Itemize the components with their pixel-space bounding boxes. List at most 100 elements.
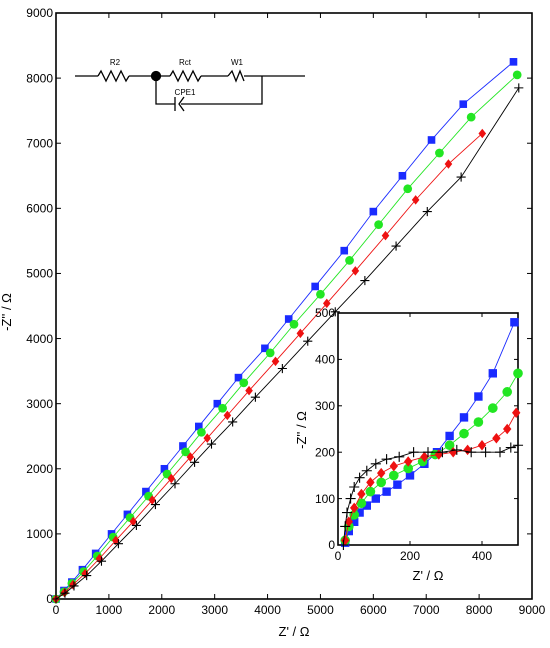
inset-point-plus <box>394 451 405 462</box>
main-point-circle <box>466 112 476 122</box>
inset-point-square <box>445 431 454 441</box>
inset-point-plus <box>349 481 360 493</box>
main-y-tick-label: 8000 <box>26 71 53 85</box>
inset-point-circle <box>459 428 469 439</box>
inset-point-circle <box>487 403 498 413</box>
inset-point-diamond <box>512 407 521 419</box>
main-point-square <box>427 136 436 144</box>
inset-point-square <box>393 480 402 489</box>
main-point-diamond <box>351 266 360 276</box>
main-point-diamond <box>111 535 120 546</box>
main-point-square <box>234 373 243 382</box>
inset-point-circle <box>444 440 455 451</box>
main-point-plus <box>228 417 238 427</box>
inset-point-circle <box>513 368 523 379</box>
main-point-square <box>340 246 349 255</box>
main-point-plus <box>277 363 287 374</box>
main-point-plus <box>360 276 370 286</box>
main-point-circle <box>181 447 190 457</box>
main-point-diamond <box>167 473 176 484</box>
inset-y-tick-label: 300 <box>315 399 335 413</box>
circuit-label-cpe1: CPE1 <box>175 88 196 97</box>
inset-point-square <box>459 413 469 422</box>
main-point-circle <box>239 378 249 388</box>
main-point-plus <box>170 479 180 489</box>
main-x-tick-label: 6000 <box>360 603 387 617</box>
main-y-tick-label: 0 <box>46 592 53 606</box>
inset-point-diamond <box>404 456 413 467</box>
main-point-circle <box>374 220 383 229</box>
main-x-tick-label: 3000 <box>201 603 228 617</box>
main-point-circle <box>197 427 206 437</box>
main-y-tick-label: 4000 <box>26 332 53 346</box>
main-point-square <box>369 207 378 216</box>
inset-point-diamond <box>344 516 353 528</box>
inset-point-diamond <box>350 502 359 514</box>
inset-plot-frame <box>337 312 519 546</box>
inset-point-square <box>405 471 415 480</box>
main-point-square <box>179 442 187 450</box>
main-point-circle <box>435 148 444 158</box>
main-point-diamond <box>69 579 77 590</box>
main-point-plus <box>113 539 123 549</box>
warburg-w1-symbol <box>227 69 245 83</box>
inset-point-square <box>371 494 380 503</box>
main-y-tick-label: 9000 <box>26 6 53 20</box>
main-x-tick-label: 8000 <box>466 603 493 617</box>
inset-point-square <box>382 487 391 496</box>
main-point-plus <box>60 588 70 598</box>
inset-point-plus <box>361 465 372 476</box>
equivalent-circuit <box>75 69 305 112</box>
main-point-plus <box>456 172 466 182</box>
main-point-square <box>195 422 203 431</box>
main-y-axis-label: -Z'' / Ω <box>0 293 14 331</box>
main-point-plus <box>422 207 432 217</box>
inset-point-plus <box>341 507 353 518</box>
main-series-group <box>51 58 524 604</box>
main-plot-frame <box>55 12 533 600</box>
inset-point-plus <box>340 521 351 532</box>
main-point-plus <box>190 457 200 467</box>
main-point-plus <box>82 571 92 581</box>
main-point-circle <box>289 319 299 329</box>
inset-point-diamond <box>503 423 512 435</box>
main-point-circle <box>512 70 522 80</box>
inset-point-diamond <box>477 439 487 451</box>
main-point-diamond <box>322 298 331 309</box>
inset-point-circle <box>473 417 484 427</box>
inset-point-plus <box>512 440 524 451</box>
cpe-plate <box>178 96 185 112</box>
main-point-square <box>311 282 319 291</box>
main-point-circle <box>345 256 354 265</box>
main-point-diamond <box>245 385 253 396</box>
inset-point-plus <box>345 493 356 504</box>
inset-point-plus <box>451 444 462 455</box>
inset-point-plus <box>354 472 365 483</box>
inset-point-circle <box>356 498 367 509</box>
resistor-r2-symbol <box>97 69 130 83</box>
inset-point-plus <box>338 539 349 551</box>
inset-y-axis-label: -Z'' / Ω <box>294 411 309 449</box>
inset-series-line-diamond <box>344 412 517 541</box>
main-point-circle <box>403 184 413 194</box>
main-point-diamond <box>148 495 157 505</box>
main-x-tick-label: 7000 <box>413 603 440 617</box>
main-point-square <box>213 399 222 408</box>
main-y-tick-label: 2000 <box>26 462 53 476</box>
main-axis-ticks: 0 1000 2000 3000 4000 5000 6000 7000 8000 9000010… <box>26 6 545 617</box>
resistor-rct-symbol <box>169 69 202 83</box>
main-point-plus <box>150 500 160 510</box>
inset-point-circle <box>376 477 387 488</box>
inset-x-tick-label: 400 <box>472 549 492 563</box>
main-point-diamond <box>381 230 390 241</box>
main-point-square <box>261 344 269 353</box>
main-point-plus <box>131 520 141 530</box>
main-x-tick-label: 5000 <box>307 603 334 617</box>
inset-x-axis-label: Z' / Ω <box>413 568 444 583</box>
main-x-tick-label: 1000 <box>96 603 123 617</box>
inset-point-circle <box>502 387 513 397</box>
inset-point-plus <box>466 447 477 458</box>
circuit-label-rct: Rct <box>179 58 192 67</box>
inset-y-tick-label: 200 <box>315 445 335 459</box>
